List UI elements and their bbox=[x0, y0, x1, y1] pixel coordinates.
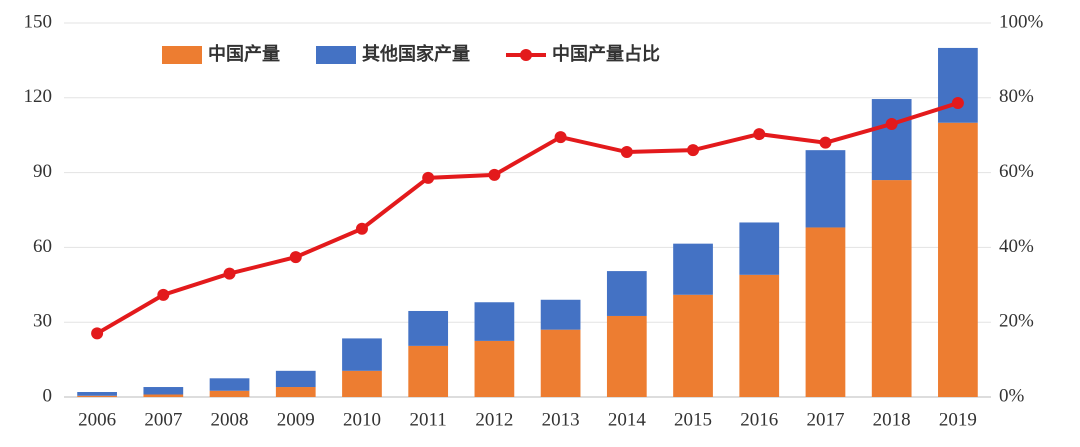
bar bbox=[474, 302, 515, 341]
bar bbox=[342, 338, 382, 371]
y2-tick-label: 80% bbox=[999, 86, 1034, 107]
bar bbox=[474, 340, 515, 397]
y2-tick-label: 100% bbox=[999, 11, 1044, 32]
x-tick-label: 2012 bbox=[475, 409, 513, 430]
bar bbox=[805, 150, 846, 228]
legend-swatch bbox=[316, 46, 356, 64]
line-point bbox=[488, 168, 501, 181]
line-point bbox=[620, 146, 633, 159]
bar bbox=[209, 390, 250, 397]
bar bbox=[209, 378, 250, 391]
y2-tick-label: 0% bbox=[999, 385, 1025, 406]
bar bbox=[143, 394, 184, 397]
x-tick-label: 2018 bbox=[873, 409, 911, 430]
bar bbox=[673, 294, 713, 397]
line-point bbox=[687, 144, 700, 157]
legend-swatch bbox=[520, 49, 532, 61]
y-tick-label: 150 bbox=[24, 11, 53, 32]
line-point bbox=[554, 131, 567, 144]
line-point bbox=[91, 327, 104, 340]
x-tick-label: 2007 bbox=[144, 409, 182, 430]
line-point bbox=[157, 288, 170, 301]
bar bbox=[143, 387, 184, 395]
x-tick-label: 2011 bbox=[410, 409, 447, 430]
line-point bbox=[885, 117, 898, 130]
y2-tick-label: 20% bbox=[999, 311, 1034, 332]
bar bbox=[408, 310, 449, 346]
x-tick-label: 2015 bbox=[674, 409, 712, 430]
x-tick-label: 2010 bbox=[343, 409, 381, 430]
x-tick-label: 2009 bbox=[277, 409, 315, 430]
legend-swatch bbox=[162, 46, 202, 64]
y-tick-label: 0 bbox=[43, 385, 53, 406]
line-point bbox=[753, 128, 766, 141]
legend-label: 其他国家产量 bbox=[362, 43, 470, 65]
x-tick-label: 2014 bbox=[608, 409, 647, 430]
bar bbox=[77, 392, 117, 396]
bar bbox=[342, 370, 382, 397]
line-point bbox=[819, 136, 832, 149]
line bbox=[96, 101, 959, 336]
y-tick-label: 30 bbox=[33, 311, 52, 332]
legend: 中国产量 其他国家产量 中国产量占比 bbox=[162, 43, 660, 65]
bar bbox=[275, 387, 316, 397]
y2-tick-label: 40% bbox=[999, 236, 1034, 257]
y2-tick-label: 60% bbox=[999, 161, 1034, 182]
y-tick-label: 120 bbox=[24, 86, 53, 107]
y-tick-label: 60 bbox=[33, 236, 52, 257]
y-tick-label: 90 bbox=[33, 161, 52, 182]
bar bbox=[275, 370, 316, 388]
bar bbox=[540, 329, 581, 397]
bar bbox=[805, 227, 846, 397]
line-point bbox=[951, 97, 964, 110]
bar bbox=[606, 315, 647, 397]
bar bbox=[938, 122, 978, 397]
bar bbox=[540, 299, 581, 330]
bar bbox=[739, 274, 780, 397]
legend-label: 中国产量占比 bbox=[552, 43, 660, 65]
x-tick-label: 2006 bbox=[78, 409, 116, 430]
legend-label: 中国产量 bbox=[208, 43, 280, 65]
bar bbox=[408, 345, 449, 397]
x-tick-label: 2013 bbox=[542, 409, 580, 430]
bar bbox=[77, 395, 117, 397]
bar bbox=[871, 99, 912, 181]
line-point bbox=[355, 222, 368, 235]
x-tick-label: 2008 bbox=[211, 409, 249, 430]
bar bbox=[606, 271, 647, 316]
line-point bbox=[422, 171, 435, 184]
line-point bbox=[289, 251, 302, 264]
bar bbox=[673, 243, 713, 295]
bar bbox=[938, 47, 978, 123]
bar bbox=[871, 180, 912, 397]
x-tick-label: 2017 bbox=[806, 409, 844, 430]
x-tick-label: 2016 bbox=[740, 409, 778, 430]
bar bbox=[739, 222, 780, 275]
line-point bbox=[223, 267, 236, 280]
x-tick-label: 2019 bbox=[939, 409, 977, 430]
